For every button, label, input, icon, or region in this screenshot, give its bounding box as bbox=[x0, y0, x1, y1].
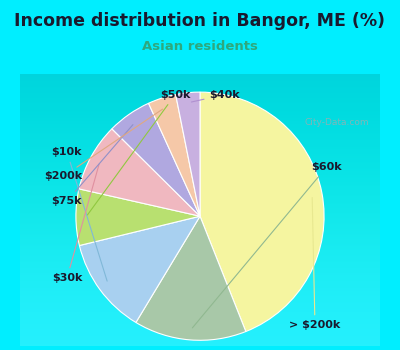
Text: $50k: $50k bbox=[88, 90, 190, 215]
Wedge shape bbox=[148, 94, 200, 216]
Text: City-Data.com: City-Data.com bbox=[304, 118, 369, 127]
Text: $30k: $30k bbox=[52, 164, 99, 283]
Wedge shape bbox=[112, 103, 200, 216]
Wedge shape bbox=[79, 129, 200, 216]
Wedge shape bbox=[80, 216, 200, 322]
Text: $10k: $10k bbox=[52, 147, 107, 281]
Text: Income distribution in Bangor, ME (%): Income distribution in Bangor, ME (%) bbox=[14, 12, 386, 30]
Text: $200k: $200k bbox=[44, 109, 162, 182]
Text: $40k: $40k bbox=[192, 90, 240, 102]
Text: > $200k: > $200k bbox=[289, 197, 340, 330]
Wedge shape bbox=[136, 216, 246, 340]
Wedge shape bbox=[176, 92, 200, 216]
Text: $75k: $75k bbox=[52, 125, 133, 206]
Wedge shape bbox=[200, 92, 324, 331]
Text: Asian residents: Asian residents bbox=[142, 40, 258, 53]
Text: $60k: $60k bbox=[192, 162, 342, 328]
Wedge shape bbox=[76, 189, 200, 245]
